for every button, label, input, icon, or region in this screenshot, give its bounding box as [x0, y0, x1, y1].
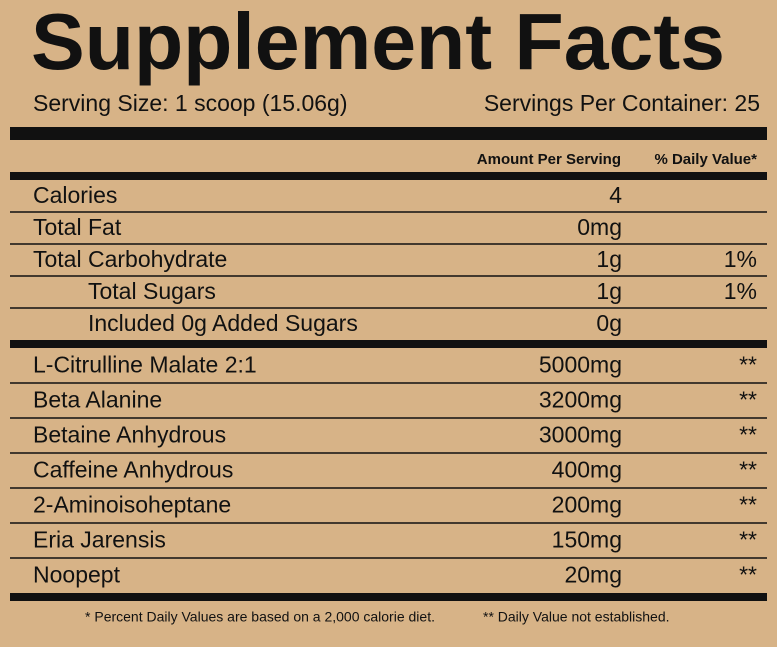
servings-per-container: Servings Per Container: 25	[484, 90, 760, 116]
nutrient-name: Noopept	[33, 562, 121, 588]
daily-value: 1%	[724, 246, 757, 272]
nutrient-name: Calories	[33, 182, 117, 208]
daily-value: 1%	[724, 278, 757, 304]
amount: 0g	[596, 310, 622, 336]
amount: 3200mg	[539, 387, 622, 413]
title: Supplement Facts	[31, 0, 725, 86]
thick-rule	[10, 127, 767, 140]
serving-size: Serving Size: 1 scoop (15.06g)	[33, 90, 348, 116]
nutrient-name: Caffeine Anhydrous	[33, 457, 233, 483]
daily-value: **	[739, 492, 757, 518]
footnote: * Percent Daily Values are based on a 2,…	[85, 609, 435, 625]
amount: 1g	[596, 246, 622, 272]
daily-value: **	[739, 422, 757, 448]
nutrient-name: Total Fat	[33, 214, 122, 240]
footnote: ** Daily Value not established.	[483, 609, 670, 625]
amount: 5000mg	[539, 352, 622, 378]
amount: 4	[609, 182, 622, 208]
thick-rule	[10, 593, 767, 601]
amount: 0mg	[577, 214, 622, 240]
nutrient-name: Betaine Anhydrous	[33, 422, 226, 448]
column-header: % Daily Value*	[654, 151, 757, 168]
amount: 400mg	[552, 457, 622, 483]
amount: 3000mg	[539, 422, 622, 448]
nutrient-name: Total Carbohydrate	[33, 246, 227, 272]
nutrient-name: Eria Jarensis	[33, 527, 166, 553]
daily-value: **	[739, 352, 757, 378]
daily-value: **	[739, 387, 757, 413]
column-header: Amount Per Serving	[477, 151, 621, 168]
nutrient-name: L-Citrulline Malate 2:1	[33, 352, 257, 378]
daily-value: **	[739, 527, 757, 553]
amount: 150mg	[552, 527, 622, 553]
thick-rule	[10, 172, 767, 180]
daily-value: **	[739, 562, 757, 588]
nutrient-name: Total Sugars	[88, 278, 216, 304]
amount: 200mg	[552, 492, 622, 518]
daily-value: **	[739, 457, 757, 483]
nutrient-name: 2-Aminoisoheptane	[33, 492, 231, 518]
nutrient-name: Included 0g Added Sugars	[88, 310, 358, 336]
amount: 1g	[596, 278, 622, 304]
amount: 20mg	[564, 562, 622, 588]
nutrient-name: Beta Alanine	[33, 387, 162, 413]
thick-rule	[10, 340, 767, 348]
